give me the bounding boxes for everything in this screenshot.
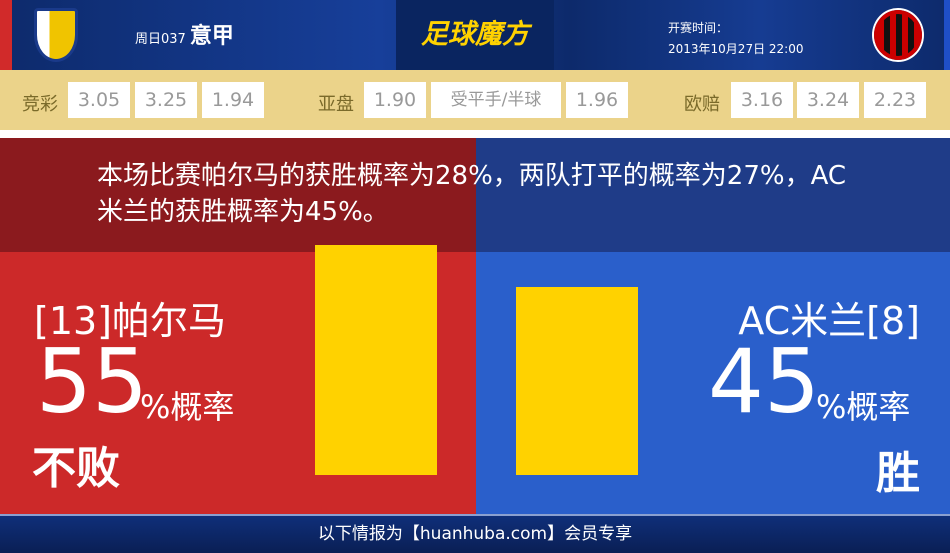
- away-panel: AC米兰[8] 45 %概率 胜: [476, 252, 950, 514]
- jingcai-label: 竞彩: [22, 94, 58, 115]
- asian-away: 1.96: [566, 82, 628, 118]
- home-percent-unit: %概率: [140, 388, 235, 426]
- euro-label: 欧赔: [684, 94, 720, 115]
- away-outcome: 胜: [876, 448, 920, 499]
- away-team-logo: [874, 10, 922, 60]
- home-team-name: [13]帕尔马: [34, 299, 227, 343]
- asian-home: 1.90: [364, 82, 426, 118]
- kickoff-time: 开赛时间： 2013年10月27日 22:00: [668, 18, 803, 60]
- summary-bg-home: [0, 138, 476, 252]
- jingcai-loss: 1.94: [202, 82, 264, 118]
- kickoff-label: 开赛时间：: [668, 21, 729, 35]
- home-team-logo: [34, 8, 78, 62]
- away-percent-unit: %概率: [816, 388, 911, 426]
- home-percent: 55: [36, 330, 148, 433]
- league-name: 意甲: [189, 24, 234, 49]
- brand-logo: 足球魔方: [396, 0, 554, 70]
- kickoff-value: 2013年10月27日 22:00: [668, 42, 804, 56]
- euro-win: 3.16: [731, 82, 793, 118]
- away-percent: 45: [708, 330, 820, 433]
- away-probability-bar: [516, 286, 638, 475]
- home-probability-bar: [315, 245, 437, 475]
- odds-bar: 竞彩 3.05 3.25 1.94 亚盘 1.90 受平手/半球 1.96 欧赔…: [0, 70, 950, 130]
- asian-handicap: 受平手/半球: [431, 82, 561, 118]
- home-color-strip: [0, 0, 12, 70]
- jingcai-win: 3.05: [68, 82, 130, 118]
- asian-label: 亚盘: [318, 94, 354, 115]
- probability-summary: 本场比赛帕尔马的获胜概率为28%，两队打平的概率为27%，AC米兰的获胜概率为4…: [97, 161, 847, 227]
- match-number: 周日037: [135, 32, 186, 47]
- home-outcome: 不败: [32, 443, 120, 494]
- divider: [0, 130, 950, 138]
- league-info: 周日037 意甲: [135, 18, 234, 50]
- away-team-name: AC米兰[8]: [738, 299, 920, 343]
- jingcai-draw: 3.25: [135, 82, 197, 118]
- home-panel: [13]帕尔马 55 %概率 不败: [0, 245, 476, 514]
- summary-bg-away: [476, 138, 950, 252]
- euro-draw: 3.24: [797, 82, 859, 118]
- euro-loss: 2.23: [864, 82, 926, 118]
- member-footer-link[interactable]: 以下情报为【huanhuba.com】会员专享: [0, 514, 950, 553]
- away-color-strip: [944, 0, 950, 70]
